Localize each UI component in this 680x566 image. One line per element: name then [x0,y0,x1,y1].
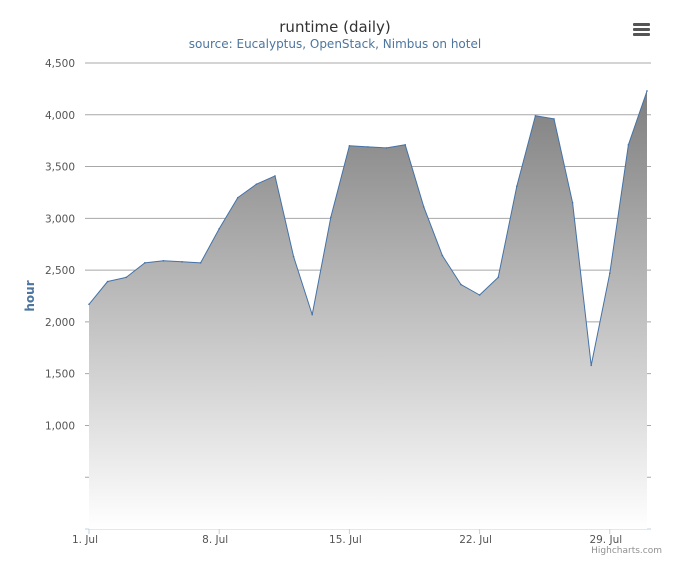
x-axis-ticks: 1. Jul 8. Jul 15. Jul 22. Jul 29. Jul [72,529,622,546]
x-tick-label: 1. Jul [72,534,98,546]
y-tick-label: 3,500 [45,162,75,174]
x-tick-label: 22. Jul [459,534,492,546]
data-point[interactable] [423,206,425,208]
data-point[interactable] [255,183,258,185]
data-point[interactable] [534,115,537,117]
data-point[interactable] [292,255,295,258]
data-point[interactable] [478,294,481,296]
data-point[interactable] [162,259,165,262]
y-tick-label: 1,000 [45,420,75,432]
data-point[interactable] [181,261,183,263]
data-point[interactable] [367,146,369,148]
y-axis-label: hour [23,280,37,311]
y-tick-label: 4,000 [45,110,75,122]
y-tick-label: 3,000 [45,213,75,225]
data-point[interactable] [571,202,574,204]
chart-title: runtime (daily) [279,18,390,36]
y-tick-label: 1,500 [45,369,75,381]
data-point[interactable] [311,313,314,316]
data-point[interactable] [646,90,648,92]
data-point[interactable] [404,144,407,146]
data-point[interactable] [106,280,109,283]
data-point[interactable] [441,254,444,257]
x-tick-label: 15. Jul [329,534,362,546]
data-point[interactable] [330,216,332,219]
data-point[interactable] [627,144,630,146]
credits-text[interactable]: Highcharts.com [591,546,662,556]
area-fill [89,91,647,529]
chart-subtitle: source: Eucalyptus, OpenStack, Nimbus on… [189,37,481,51]
x-tick-label: 29. Jul [589,534,622,546]
data-point[interactable] [497,276,500,279]
data-point[interactable] [460,283,462,286]
data-point[interactable] [237,196,239,199]
data-point[interactable] [199,262,202,264]
y-tick-label: 4,500 [45,58,75,70]
data-point[interactable] [590,364,592,367]
y-tick-label: 2,500 [45,265,75,277]
y-axis-ticks: 1,000 1,500 2,000 2,500 3,000 3,500 4,000 4,500 [45,58,75,432]
data-point[interactable] [218,227,220,230]
data-point[interactable] [385,147,388,149]
hamburger-menu-icon[interactable] [633,22,657,38]
data-point[interactable] [125,276,127,279]
y-tick-label: 2,000 [45,317,75,329]
data-point[interactable] [516,185,518,188]
data-point[interactable] [348,145,351,147]
data-point[interactable] [88,303,90,306]
x-tick-label: 8. Jul [202,534,228,546]
data-point[interactable] [274,175,276,177]
area-series [88,90,648,529]
data-point[interactable] [553,118,555,120]
data-point[interactable] [144,262,146,264]
data-point[interactable] [609,272,611,275]
